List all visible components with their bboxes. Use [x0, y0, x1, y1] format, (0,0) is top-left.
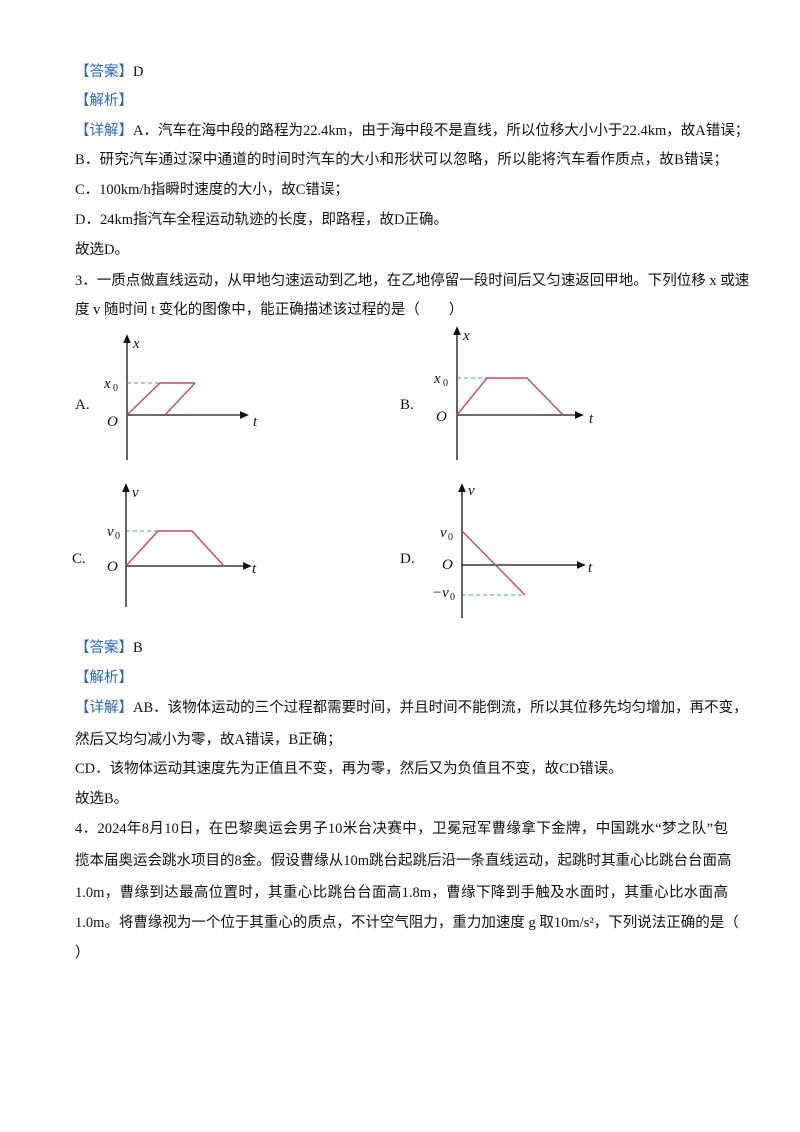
option-graphs: A. x x 0 O t B. x x 0 O t C. v v 0 O t D… [72, 326, 594, 618]
origin: O [436, 409, 447, 425]
axis-label: v [132, 485, 139, 501]
label: 【答案】 [75, 64, 133, 80]
option-label: B. [400, 397, 414, 413]
detail-line: C．100km/h指瞬时速度的大小，故C错误； [75, 182, 349, 198]
detail-line: 故选B。 [75, 791, 129, 807]
answer-line: 【答案】D [75, 62, 143, 82]
axis-label: t [589, 411, 594, 427]
detail-line: 【详解】A．汽车在海中段的路程为22.4km，由于海中段不是直线，所以位移大小小… [75, 121, 749, 141]
text: A．汽车在海中段的路程为22.4km，由于海中段不是直线，所以位移大小小于22.… [133, 123, 750, 139]
question-line: 1.0m。将曹缘视为一个位于其重心的质点，不计空气阻力，重力加速度 g 取10m… [75, 915, 739, 931]
detail-line: CD．该物体运动其速度先为正值且不变，再为零，然后又为负值且不变，故CD错误。 [75, 761, 623, 777]
text: AB．该物体运动的三个过程都需要时间，并且时间不能倒流，所以其位移先均匀增加，再… [133, 700, 748, 716]
level-sub: 0 [113, 383, 118, 394]
origin: O [107, 559, 118, 575]
level-sub: 0 [448, 532, 453, 543]
graph-c: C. v v 0 O t [72, 483, 257, 607]
axis-label: t [252, 561, 257, 577]
analysis-label: 【解析】 [75, 670, 133, 686]
detail-line: 【详解】AB．该物体运动的三个过程都需要时间，并且时间不能倒流，所以其位移先均匀… [75, 698, 748, 718]
detail-line: 然后又均匀减小为零，故A错误，B正确； [75, 732, 342, 748]
label: 【答案】 [75, 640, 133, 656]
axis-label: t [588, 560, 593, 576]
option-label: A. [75, 397, 90, 413]
question-line: 4．2024年8月10日，在巴黎奥运会男子10米台决赛中，卫冕冠军曹缘拿下金牌，… [75, 821, 728, 837]
axis-label: x [462, 328, 470, 344]
level-label: v [440, 525, 447, 541]
detail-line: B．研究汽车通过深中通道的时间时汽车的大小和形状可以忽略，所以能将汽车看作质点，… [75, 152, 728, 168]
option-label: C. [72, 551, 86, 567]
label: 【详解】 [75, 123, 133, 139]
answer: D [133, 64, 144, 80]
question-line: 1.0m，曹缘到达最高位置时，其重心比跳台台面高1.8m，曹缘下降到手触及水面时… [75, 885, 728, 901]
graph-d: D. v v 0 O t −v 0 [400, 483, 593, 618]
answer: B [133, 640, 143, 656]
level-label: v [107, 524, 114, 540]
neg-level-sub: 0 [450, 592, 455, 603]
question-line: 度 v 随时间 t 变化的图像中，能正确描述该过程的是（ ） [75, 302, 464, 318]
neg-level-label: −v [432, 585, 449, 601]
axis-label: v [468, 483, 475, 499]
origin: O [442, 557, 453, 573]
analysis-label: 【解析】 [75, 93, 133, 109]
level-sub: 0 [443, 378, 448, 389]
origin: O [107, 414, 118, 430]
detail-line: D．24km指汽车全程运动轨迹的长度，即路程，故D正确。 [75, 212, 448, 228]
question-line: 揽本届奥运会跳水项目的8金。假设曹缘从10m跳台起跳后沿一条直线运动，起跳时其重… [75, 853, 732, 869]
graph-a: A. x x 0 O t [75, 334, 258, 460]
level-sub: 0 [115, 531, 120, 542]
question-line: 3．一质点做直线运动，从甲地匀速运动到乙地，在乙地停留一段时间后又匀速返回甲地。… [75, 273, 750, 289]
axis-label: t [253, 414, 258, 430]
detail-line: 故选D。 [75, 242, 129, 258]
answer-line: 【答案】B [75, 638, 143, 658]
option-label: D. [400, 551, 415, 567]
level-label: x [103, 376, 111, 392]
axis-label: x [132, 336, 140, 352]
label: 【详解】 [75, 700, 133, 716]
question-line: ） [75, 945, 90, 961]
graph-b: B. x x 0 O t [400, 326, 594, 460]
level-label: x [433, 371, 441, 387]
